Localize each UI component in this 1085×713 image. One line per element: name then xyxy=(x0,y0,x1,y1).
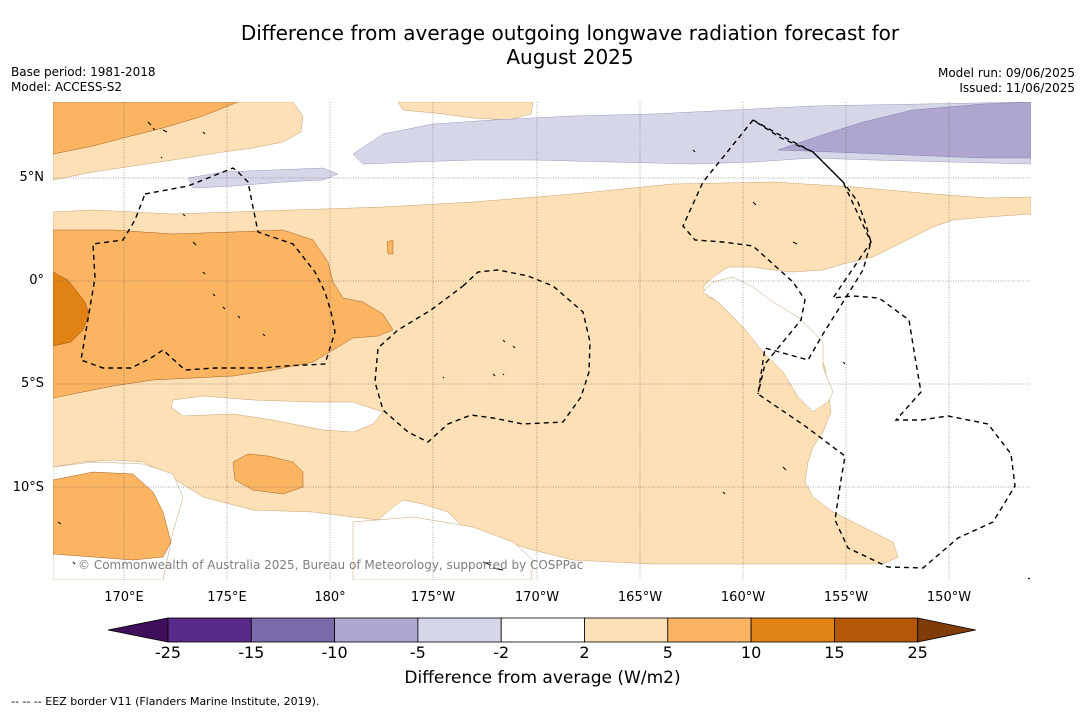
meta-left: Base period: 1981-2018 Model: ACCESS-S2 xyxy=(11,65,156,95)
colorbar-segment xyxy=(334,617,419,643)
colorbar-extend-low xyxy=(107,617,169,643)
graticule xyxy=(53,102,1031,580)
island-cluster-2 xyxy=(182,213,266,337)
colorbar-segment xyxy=(417,617,502,643)
lat-label-5s: 5°S xyxy=(20,376,44,391)
colorbar-tick-label: 2 xyxy=(579,643,590,662)
island-cluster-1 xyxy=(147,121,206,159)
map-panel: © Commonwealth of Australia 2025, Bureau… xyxy=(53,102,1031,580)
eez-borders xyxy=(80,119,1016,569)
lat-label-0: 0° xyxy=(29,273,44,288)
lon-label-175e: 175°E xyxy=(207,590,247,605)
map-title-line1: Difference from average outgoing longwav… xyxy=(240,21,900,45)
issued-date: Issued: 11/06/2025 xyxy=(959,81,1075,95)
colorbar-segment xyxy=(250,617,336,643)
colorbar-segment xyxy=(834,617,919,643)
island-cluster-3 xyxy=(442,339,516,379)
colorbar-tick-label: -2 xyxy=(493,643,510,662)
lon-label-165w: 165°W xyxy=(617,590,663,605)
meta-right: Model run: 09/06/2025 Issued: 11/06/2025 xyxy=(938,66,1075,96)
lon-label-170w: 170°W xyxy=(514,590,560,605)
anomaly-region-10-to-15 xyxy=(53,271,90,347)
colorbar-tick-label: 25 xyxy=(907,643,928,662)
lon-label-180: 180° xyxy=(314,590,346,605)
colorbar-tick-label: -15 xyxy=(238,643,265,662)
colorbar-segment xyxy=(750,617,835,643)
eez-border-west xyxy=(80,167,336,371)
colorbar-segment xyxy=(584,617,669,643)
anomaly-region-5-to-10-southwest xyxy=(53,471,172,561)
anomaly-region-5-to-10-small xyxy=(232,453,304,495)
anomaly-map xyxy=(53,102,1031,580)
eez-border-east xyxy=(752,119,1016,569)
lon-label-170e: 170°E xyxy=(104,590,144,605)
anomaly-region-5-to-10-northwest xyxy=(53,102,239,155)
model-run: Model run: 09/06/2025 xyxy=(937,66,1075,80)
anomaly-region-neutral-east xyxy=(702,276,834,413)
colorbar-label: Difference from average (W/m2) xyxy=(404,668,681,688)
anomaly-region-neg10-to-neg5 xyxy=(777,102,1031,159)
eez-border-northeast xyxy=(682,119,806,395)
islands xyxy=(57,121,1031,580)
island-cluster-5 xyxy=(57,521,1031,580)
colorbar-tick-label: -5 xyxy=(409,643,426,662)
colorbar-tick-label: 15 xyxy=(824,643,845,662)
lat-label-5n: 5°N xyxy=(19,170,45,185)
colorbar-segment xyxy=(167,617,252,643)
model-name: Model: ACCESS-S2 xyxy=(11,80,123,94)
map-title-line2: August 2025 xyxy=(506,45,634,69)
lon-label-155w: 155°W xyxy=(823,590,869,605)
base-period: Base period: 1981-2018 xyxy=(11,65,156,79)
colorbar xyxy=(107,616,978,648)
colorbar-tick-label: 5 xyxy=(662,643,673,662)
colorbar-tick-label: -10 xyxy=(321,643,348,662)
anomaly-region-2-to-5-top2 xyxy=(397,102,534,121)
eez-border-central xyxy=(374,269,591,443)
lat-label-10s: 10°S xyxy=(12,480,44,495)
colorbar-segment xyxy=(500,617,585,643)
lon-label-150w: 150°W xyxy=(926,590,972,605)
lon-label-160w: 160°W xyxy=(720,590,766,605)
eez-legend-note: -- -- -- EEZ border V11 (Flanders Marine… xyxy=(11,695,320,708)
island-cluster-4 xyxy=(692,149,846,495)
anomaly-region-5-to-10-speck xyxy=(386,239,394,255)
colorbar-graphic xyxy=(107,617,976,643)
colorbar-tick-label: 10 xyxy=(740,643,762,662)
colorbar-tick-label: -25 xyxy=(154,643,182,662)
colorbar-segment xyxy=(667,617,752,643)
map-title: Difference from average outgoing longwav… xyxy=(0,21,1085,69)
anomaly-region-5-to-10-west xyxy=(53,229,394,399)
colorbar-extend-high xyxy=(917,617,976,643)
lon-label-175w: 175°W xyxy=(410,590,456,605)
copyright-credit: © Commonwealth of Australia 2025, Bureau… xyxy=(78,558,584,572)
